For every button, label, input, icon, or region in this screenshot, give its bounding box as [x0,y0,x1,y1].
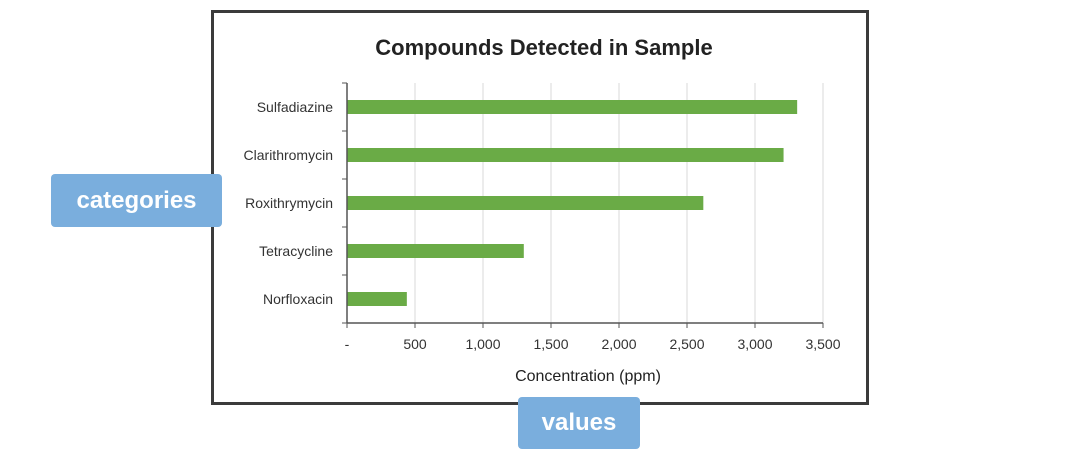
category-label: Norfloxacin [263,291,333,307]
values-callout: values [518,397,640,449]
chart-title: Compounds Detected in Sample [375,35,712,60]
x-tick-label: 1,500 [533,336,568,352]
x-tick-label: 1,000 [465,336,500,352]
bar [347,196,704,210]
x-tick-label: 3,000 [737,336,772,352]
x-tick-label: - [345,336,350,352]
x-tick-label: 500 [403,336,427,352]
category-label: Roxithrymycin [245,195,333,211]
axis-labels: - 500 1,000 1,500 2,000 2,500 3,000 3,500 Sulfad… [244,99,841,352]
axes [342,82,824,328]
bar [347,244,524,258]
bar [347,100,798,114]
chart-frame: Compounds Detected in Sample - 500 1,000 1,… [211,10,869,405]
bar [347,292,407,306]
bar-chart: Compounds Detected in Sample - 500 1,000 1,… [244,35,841,385]
x-axis-title: Concentration (ppm) [515,368,661,385]
x-tick-label: 2,000 [601,336,636,352]
bar [347,148,784,162]
category-label: Tetracycline [259,243,333,259]
category-label: Sulfadiazine [257,99,333,115]
category-label: Clarithromycin [244,147,333,163]
categories-callout: categories [51,174,222,227]
x-tick-label: 2,500 [669,336,704,352]
bars [347,100,798,306]
x-tick-label: 3,500 [805,336,840,352]
